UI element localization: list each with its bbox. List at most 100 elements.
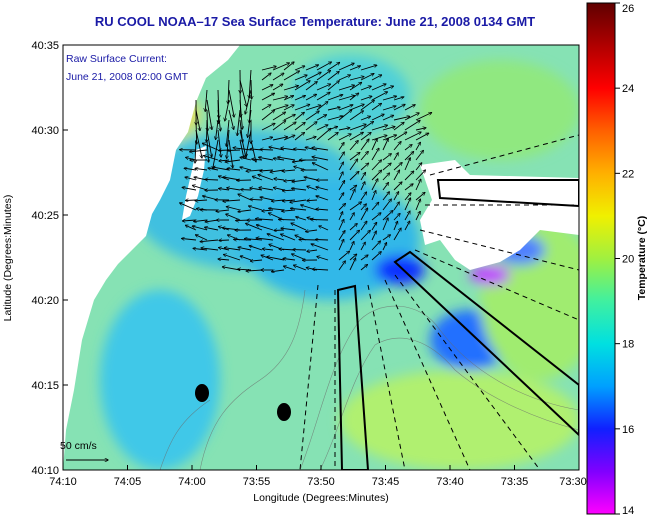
current-vector <box>349 82 362 91</box>
colorbar-tick-label: 14 <box>622 505 634 517</box>
current-vector <box>415 193 425 201</box>
current-vector <box>349 224 357 231</box>
current-vector <box>316 102 328 111</box>
current-vector <box>272 270 285 272</box>
current-vector <box>250 139 256 162</box>
current-vector <box>393 97 404 101</box>
current-vector <box>404 198 411 211</box>
current-vector <box>382 173 390 181</box>
current-vector <box>274 179 285 180</box>
current-vector <box>284 266 296 271</box>
survey-boxes <box>336 179 579 470</box>
colorbar-tick-label: 22 <box>622 168 634 180</box>
y-tick-label: 40:10 <box>31 465 59 477</box>
current-vector <box>311 219 329 220</box>
current-vector <box>349 77 364 81</box>
bathymetry-contours <box>159 289 579 470</box>
current-vector <box>238 210 252 212</box>
current-vector <box>382 135 396 141</box>
current-vector <box>393 170 400 181</box>
current-vector <box>349 230 359 241</box>
colorbar-label: Temperature (°C) <box>636 216 648 301</box>
current-vector <box>349 111 363 121</box>
current-vector <box>371 103 381 111</box>
current-vector <box>228 89 234 117</box>
current-vector <box>195 109 200 131</box>
current-vector <box>404 158 410 171</box>
current-vector <box>393 153 398 161</box>
current-vector <box>227 188 241 191</box>
current-vector <box>415 128 426 131</box>
transect-lines <box>299 134 579 470</box>
current-vector <box>182 187 197 191</box>
current-vector <box>338 105 353 111</box>
current-vector <box>224 255 241 261</box>
current-vector <box>360 116 370 121</box>
current-vector <box>360 65 377 71</box>
current-vector <box>218 259 230 260</box>
current-vector <box>316 240 329 241</box>
current-vector <box>249 246 263 251</box>
current-vector <box>349 185 357 191</box>
current-vector <box>382 199 391 211</box>
current-vector <box>404 171 414 181</box>
current-vector <box>301 205 318 211</box>
current-vector <box>228 79 229 104</box>
current-vector <box>258 175 274 181</box>
current-vector <box>338 251 350 261</box>
current-vector <box>283 62 294 71</box>
current-note-line2: June 21, 2008 02:00 GMT <box>66 71 189 83</box>
current-vector <box>261 137 273 141</box>
current-vector <box>404 113 419 121</box>
current-vector <box>360 74 374 81</box>
current-vector <box>338 152 344 161</box>
current-vector <box>327 95 343 101</box>
current-vector <box>349 213 354 221</box>
current-vector <box>338 134 351 141</box>
x-axis-ticks: 74:10 74:05 74:00 73:55 73:50 73:45 73:40 73:35… <box>49 465 587 488</box>
current-vector <box>260 149 274 150</box>
current-vector <box>317 257 329 261</box>
x-tick-label: 73:50 <box>307 476 335 488</box>
current-vector <box>294 96 305 101</box>
current-vector <box>213 139 219 169</box>
current-vector <box>371 148 379 161</box>
current-vector <box>259 157 274 161</box>
current-vector <box>294 149 307 150</box>
current-vector <box>338 172 343 181</box>
current-vector <box>349 132 363 141</box>
current-vector <box>327 63 340 71</box>
current-vector <box>267 234 285 241</box>
current-vector <box>360 133 371 141</box>
current-vector <box>316 115 326 121</box>
current-vector <box>294 112 304 121</box>
current-vector <box>349 93 359 101</box>
current-vector <box>228 139 233 168</box>
current-vector <box>338 220 344 231</box>
current-vector <box>393 228 401 241</box>
current-vector <box>338 128 350 131</box>
current-vector <box>338 181 345 191</box>
current-vector <box>327 72 339 81</box>
current-vector <box>415 170 425 181</box>
current-vector <box>338 110 352 121</box>
current-vector <box>252 176 263 181</box>
current-vector <box>203 143 219 151</box>
current-vector <box>261 93 274 101</box>
current-vector <box>327 81 339 91</box>
x-tick-label: 73:30 <box>559 476 587 488</box>
current-vector <box>205 89 208 111</box>
current-vector <box>186 225 197 231</box>
x-tick-label: 74:00 <box>178 476 206 488</box>
current-vector <box>371 139 377 151</box>
current-vector <box>305 111 319 121</box>
current-vector <box>415 142 420 151</box>
current-vector <box>349 159 358 171</box>
current-vector <box>261 66 276 71</box>
map-panel <box>63 45 579 470</box>
current-vector <box>201 248 219 251</box>
land-new-jersey <box>63 45 240 470</box>
current-vector <box>316 129 331 141</box>
current-vector <box>393 163 402 171</box>
current-vector <box>292 179 307 182</box>
